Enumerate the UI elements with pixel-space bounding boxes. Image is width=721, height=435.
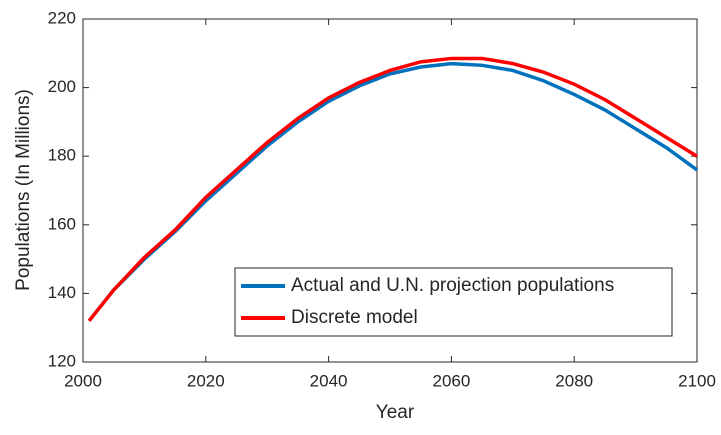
legend-box — [234, 267, 673, 337]
x-tick-label: 2100 — [678, 371, 716, 390]
legend-label: Actual and U.N. projection populations — [291, 275, 614, 296]
y-tick-label: 160 — [48, 214, 76, 233]
x-tick-label: 2000 — [64, 371, 102, 390]
y-tick-label: 200 — [48, 77, 76, 96]
data-line — [87, 56, 698, 322]
x-tick-label: 2040 — [310, 371, 348, 390]
legend-label: Discrete model — [291, 307, 418, 328]
x-tick-label: 2080 — [555, 371, 593, 390]
x-axis-label: Year — [376, 402, 415, 423]
y-tick-label: 120 — [48, 351, 76, 370]
y-tick-label: 140 — [48, 283, 76, 302]
x-tick-label: 2020 — [187, 371, 225, 390]
y-axis-label: Populations (In Millions) — [13, 89, 34, 291]
x-tick-label: 2060 — [432, 371, 470, 390]
y-tick-label: 220 — [48, 8, 76, 27]
y-tick-label: 180 — [48, 146, 76, 165]
